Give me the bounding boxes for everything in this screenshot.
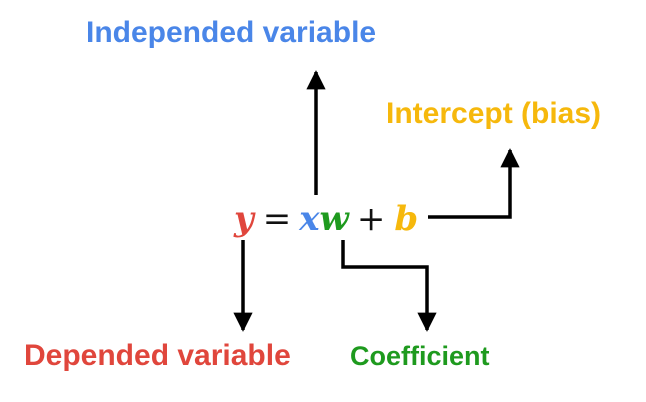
equation-equals: = [262, 199, 292, 239]
arrow-to-coefficient [341, 240, 437, 332]
regression-equation: y = xw + b [234, 197, 418, 241]
coefficient-label: Coefficient [350, 341, 490, 371]
equation-w: w [319, 199, 349, 239]
arrow-to-intercept [428, 148, 520, 219]
dependent-variable-label: Depended variable [24, 339, 291, 372]
equation-b: b [394, 199, 419, 239]
equation-x: x [299, 199, 320, 239]
independent-variable-label: Independed variable [86, 16, 377, 49]
intercept-label: Intercept (bias) [386, 97, 602, 130]
equation-y: y [234, 199, 254, 239]
equation-plus: + [356, 199, 386, 239]
